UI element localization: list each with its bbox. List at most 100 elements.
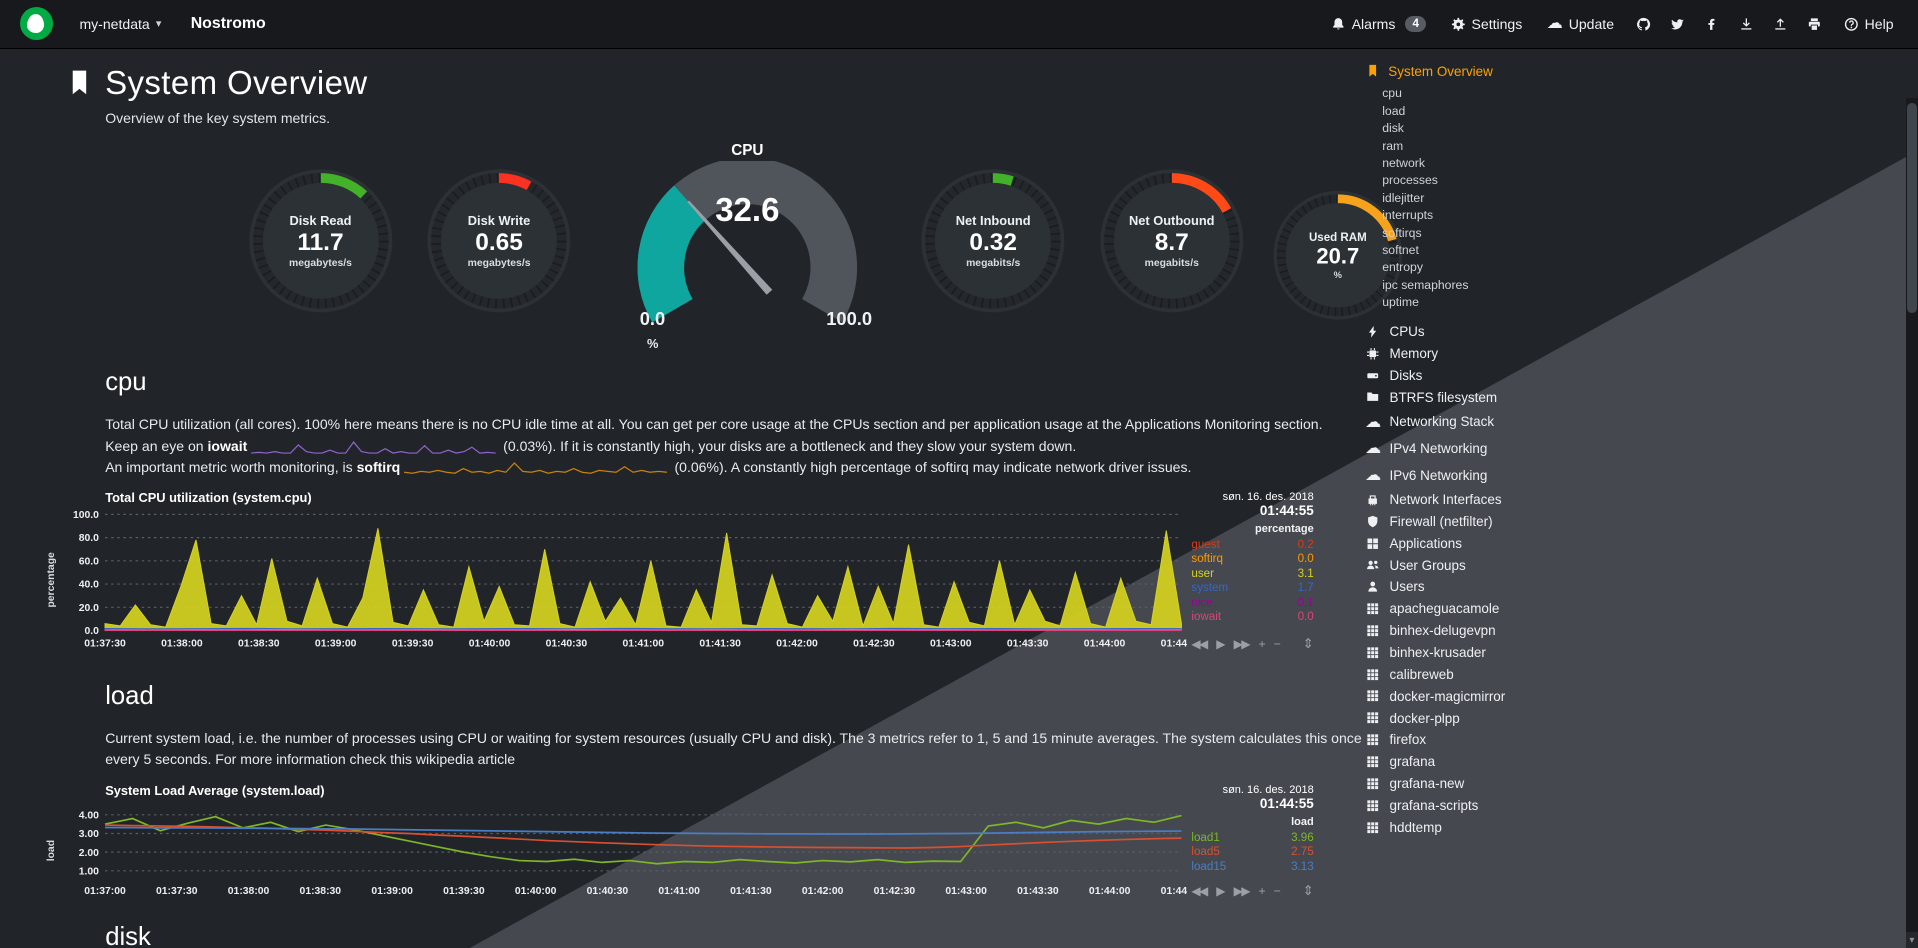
toc-item-disks[interactable]: Disks <box>1365 364 1622 386</box>
legend-item-iowait[interactable]: iowait 0.0 <box>1191 610 1313 625</box>
svg-text:2.00: 2.00 <box>79 848 99 859</box>
gauge-label: Net Inbound <box>955 212 1031 228</box>
toc-item-entropy[interactable]: entropy <box>1382 260 1423 275</box>
toc-item-docker-plpp[interactable]: docker-plpp <box>1365 707 1622 729</box>
cloud-icon: ☁ <box>1365 467 1381 485</box>
folder-icon <box>1365 390 1381 403</box>
toc-item-calibreweb[interactable]: calibreweb <box>1365 663 1622 685</box>
toc-item-network-interfaces[interactable]: Network Interfaces <box>1365 489 1622 511</box>
chart-zoom-out-button[interactable]: − <box>1273 636 1281 651</box>
print-button[interactable] <box>1797 0 1831 48</box>
section-heading-load: load <box>105 682 154 711</box>
help-button[interactable]: Help <box>1832 0 1906 48</box>
toc-item-cpus[interactable]: CPUs <box>1365 321 1622 343</box>
toc-item-ipv4-networking[interactable]: ☁ IPv4 Networking <box>1365 435 1622 462</box>
chart-pan-backward-button[interactable]: ◀◀ <box>1191 884 1208 899</box>
my-netdata-menu[interactable]: my-netdata ▾ <box>67 0 173 48</box>
text-segment: An important metric worth monitoring, is <box>105 458 357 475</box>
legend-item-system[interactable]: system 1.7 <box>1191 581 1313 596</box>
toc-item-binhex-delugevpn[interactable]: binhex-delugevpn <box>1365 620 1622 642</box>
svg-text:01:39:00: 01:39:00 <box>315 639 357 650</box>
legend-item-user[interactable]: user 3.1 <box>1191 567 1313 582</box>
grid-icon <box>1365 602 1381 615</box>
import-snapshot-button[interactable] <box>1729 0 1763 48</box>
twitter-button[interactable] <box>1660 0 1694 48</box>
toc-item-softnet[interactable]: softnet <box>1382 243 1419 258</box>
toc-item-networking-stack[interactable]: ☁ Networking Stack <box>1365 408 1622 435</box>
gauge-net-outbound[interactable]: Net Outbound 8.7 megabits/s <box>1096 165 1248 317</box>
hdd-icon <box>1365 369 1381 382</box>
chart-resize-handle[interactable]: ⇕ <box>1302 635 1314 651</box>
toc-item-btrfs-filesystem[interactable]: BTRFS filesystem <box>1365 386 1622 408</box>
legend-item-load15[interactable]: load15 3.13 <box>1191 860 1313 875</box>
svg-text:01:37:00: 01:37:00 <box>84 886 126 897</box>
toc-item-grafana[interactable]: grafana <box>1365 751 1622 773</box>
chart-plot[interactable]: 0.0 20.0 40.0 60.0 80.0 100.0 01:37:30 01:38:00… <box>61 507 1186 653</box>
scrollbar-down-button[interactable]: ▾ <box>1905 932 1918 948</box>
toc-item-ipc-semaphores[interactable]: ipc semaphores <box>1382 277 1469 292</box>
chart-zoom-in-button[interactable]: + <box>1258 884 1266 899</box>
chart-pan-backward-button[interactable]: ◀◀ <box>1191 636 1208 651</box>
gauge-used-ram[interactable]: Used RAM 20.7 % <box>1270 187 1407 324</box>
toc-item-applications[interactable]: Applications <box>1365 532 1622 554</box>
svg-text:01:39:30: 01:39:30 <box>392 639 434 650</box>
github-button[interactable] <box>1626 0 1660 48</box>
toc-item-memory[interactable]: Memory <box>1365 343 1622 365</box>
toc-item-network[interactable]: network <box>1382 156 1425 171</box>
gauge-disk-read[interactable]: Disk Read 11.7 megabytes/s <box>245 165 397 317</box>
legend-item-load5[interactable]: load5 2.75 <box>1191 845 1313 860</box>
toc-item-ipv6-networking[interactable]: ☁ IPv6 Networking <box>1365 462 1622 489</box>
hostname[interactable]: Nostromo <box>190 14 266 32</box>
export-snapshot-button[interactable] <box>1763 0 1797 48</box>
chart-resize-handle[interactable]: ⇕ <box>1302 883 1314 899</box>
toc-item-binhex-krusader[interactable]: binhex-krusader <box>1365 642 1622 664</box>
toc-item-grafana-scripts[interactable]: grafana-scripts <box>1365 794 1622 816</box>
toc-item-users[interactable]: Users <box>1365 576 1622 598</box>
text-segment: Keep an eye on <box>105 437 208 454</box>
chart-play-button[interactable]: ▶ <box>1216 636 1225 651</box>
toc-item-idlejitter[interactable]: idlejitter <box>1382 190 1425 205</box>
toc-item-cpu[interactable]: cpu <box>1382 86 1402 101</box>
toc-item-docker-magicmirror[interactable]: docker-magicmirror <box>1365 685 1622 707</box>
toc-item-processes[interactable]: processes <box>1382 173 1438 188</box>
legend-item-guest[interactable]: guest 0.2 <box>1191 538 1313 553</box>
gauge-label: Disk Read <box>289 212 352 228</box>
toc-item-ram[interactable]: ram <box>1382 138 1404 153</box>
toc-item-system-overview[interactable]: System Overview <box>1365 64 1622 79</box>
page-scrollbar[interactable]: ▾ <box>1905 97 1918 948</box>
facebook-button[interactable] <box>1695 0 1729 48</box>
chart-pan-forward-button[interactable]: ▶▶ <box>1233 636 1251 651</box>
chart-play-button[interactable]: ▶ <box>1216 884 1225 899</box>
toc-item-grafana-new[interactable]: grafana-new <box>1365 773 1622 795</box>
legend-series-name: load15 <box>1191 859 1227 873</box>
update-button[interactable]: ☁ Update <box>1535 0 1627 48</box>
gauge-net-inbound[interactable]: Net Inbound 0.32 megabits/s <box>917 165 1069 317</box>
settings-button[interactable]: Settings <box>1439 0 1535 48</box>
netdata-logo[interactable] <box>19 7 53 41</box>
toc-item-apacheguacamole[interactable]: apacheguacamole <box>1365 598 1622 620</box>
legend-item-load1[interactable]: load1 3.96 <box>1191 831 1313 846</box>
gauge-value: 32.6 <box>715 190 780 228</box>
chart-pan-forward-button[interactable]: ▶▶ <box>1233 884 1251 899</box>
legend-item-softirq[interactable]: softirq 0.0 <box>1191 552 1313 567</box>
legend-item-nice[interactable]: nice 0.1 <box>1191 596 1313 611</box>
toc-item-softirqs[interactable]: softirqs <box>1382 225 1422 240</box>
svg-text:01:38:00: 01:38:00 <box>228 886 270 897</box>
chart-plot[interactable]: 1.00 2.00 3.00 4.00 01:37:00 01:37:30 01:38:00… <box>61 800 1187 900</box>
svg-text:3.00: 3.00 <box>79 829 99 840</box>
toc-item-uptime[interactable]: uptime <box>1382 295 1419 310</box>
toc-item-disk[interactable]: disk <box>1382 121 1404 136</box>
scrollbar-thumb[interactable] <box>1906 102 1917 314</box>
alarms-button[interactable]: Alarms 4 <box>1319 0 1439 48</box>
toc-item-load[interactable]: load <box>1382 103 1406 118</box>
toc-item-label: binhex-delugevpn <box>1389 623 1496 639</box>
toc-item-hddtemp[interactable]: hddtemp <box>1365 816 1622 838</box>
toc-item-firewall-netfilter[interactable]: Firewall (netfilter) <box>1365 511 1622 533</box>
toc-item-firefox[interactable]: firefox <box>1365 729 1622 751</box>
gauge-disk-write[interactable]: Disk Write 0.65 megabytes/s <box>423 165 575 317</box>
chart-zoom-in-button[interactable]: + <box>1258 636 1266 651</box>
toc-item-interrupts[interactable]: interrupts <box>1382 208 1434 223</box>
gauge-cpu[interactable]: CPU 32.6 0.0 100.0 % <box>619 142 876 351</box>
toc-item-user-groups[interactable]: User Groups <box>1365 554 1622 576</box>
chart-zoom-out-button[interactable]: − <box>1273 884 1281 899</box>
